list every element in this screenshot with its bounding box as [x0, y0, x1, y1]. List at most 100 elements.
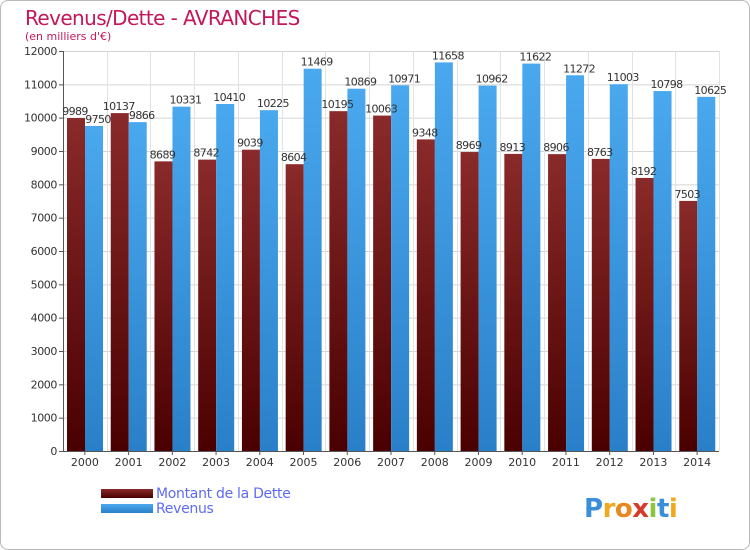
data-label-revenus: 11469 — [301, 56, 334, 69]
xtick-label: 2010 — [508, 456, 536, 469]
bar-dette — [110, 113, 129, 451]
bar-revenus — [216, 104, 235, 451]
bar-revenus — [172, 106, 191, 451]
ytick-label: 3000 — [31, 345, 58, 358]
data-label-revenus: 11622 — [519, 51, 551, 64]
bar-dette — [329, 111, 348, 452]
ytick-label: 9000 — [31, 145, 58, 158]
legend-swatch-revenus — [101, 504, 153, 513]
data-label-revenus: 10962 — [476, 73, 508, 86]
ytick-label: 4000 — [31, 312, 58, 325]
data-label-revenus: 10331 — [169, 94, 201, 107]
ytick-label: 6000 — [31, 245, 58, 258]
ytick-label: 11000 — [24, 78, 57, 91]
data-label-dette: 8969 — [456, 139, 482, 152]
bar-revenus — [653, 91, 672, 452]
legend-label-revenus: Revenus — [156, 501, 214, 517]
data-label-revenus: 11003 — [607, 71, 640, 84]
ytick-label: 12000 — [24, 45, 57, 58]
data-label-revenus: 10798 — [651, 78, 684, 91]
xtick-label: 2009 — [464, 456, 492, 469]
bar-dette — [373, 115, 392, 452]
bar-dette — [548, 154, 567, 451]
xtick-label: 2004 — [246, 456, 274, 469]
ytick-label: 5000 — [31, 278, 58, 291]
bar-dette — [460, 152, 479, 452]
bar-dette — [635, 177, 654, 451]
ytick-label: 1000 — [31, 412, 58, 425]
xtick-label: 2012 — [596, 456, 624, 469]
bar-revenus — [391, 85, 410, 452]
xtick-label: 2007 — [377, 456, 405, 469]
bar-revenus — [522, 63, 541, 451]
legend-label-dette: Montant de la Dette — [156, 486, 291, 502]
data-label-revenus: 9866 — [129, 109, 155, 122]
data-label-revenus: 9750 — [85, 113, 111, 126]
data-label-revenus: 10971 — [388, 72, 420, 85]
bar-revenus — [128, 122, 147, 451]
ytick-label: 0 — [50, 445, 57, 458]
data-label-dette: 10063 — [365, 103, 398, 116]
data-label-dette: 8913 — [500, 141, 526, 154]
bar-revenus — [434, 62, 453, 452]
axes — [59, 51, 719, 455]
bar-dette — [416, 139, 435, 451]
bar-dette — [67, 118, 85, 452]
xtick-label: 2013 — [639, 456, 667, 469]
data-label-dette: 8763 — [587, 146, 613, 159]
bar-dette — [591, 158, 610, 451]
data-label-revenus: 10410 — [213, 91, 246, 104]
data-label-dette: 8906 — [543, 141, 569, 154]
bars — [67, 62, 716, 452]
data-label-revenus: 10625 — [694, 84, 727, 97]
bar-revenus — [609, 84, 628, 451]
tick-labels: 0 1000 2000 3000 4000 5000 6000 7000 8000 9000 100… — [24, 45, 711, 469]
xtick-label: 2002 — [158, 456, 186, 469]
chart-subtitle: (en milliers d'€) — [25, 30, 112, 43]
bar-revenus — [259, 110, 278, 452]
data-label-dette: 10137 — [103, 100, 136, 113]
data-label-dette: 8742 — [193, 147, 219, 160]
xtick-label: 2014 — [683, 456, 711, 469]
data-label-dette: 9989 — [62, 105, 88, 118]
svg-text:Proxiti: Proxiti — [584, 494, 677, 524]
bar-revenus — [303, 68, 322, 451]
data-label-revenus: 10225 — [257, 97, 290, 110]
bar-dette — [241, 149, 260, 451]
bar-revenus — [697, 96, 716, 451]
xtick-label: 2001 — [115, 456, 143, 469]
data-label-revenus: 11272 — [563, 62, 595, 75]
bar-revenus — [85, 126, 103, 451]
ytick-label: 8000 — [31, 178, 58, 191]
data-label-dette: 8689 — [150, 148, 176, 161]
xtick-label: 2008 — [421, 456, 449, 469]
xtick-label: 2005 — [290, 456, 318, 469]
xtick-label: 2000 — [71, 456, 99, 469]
data-label-dette: 8192 — [631, 165, 657, 178]
bar-revenus — [347, 88, 366, 451]
bar-dette — [285, 164, 304, 451]
data-label-dette: 9039 — [237, 137, 263, 150]
data-label-dette: 7503 — [674, 188, 700, 201]
bar-revenus — [566, 75, 585, 452]
legend-swatch-dette — [101, 489, 153, 498]
bar-dette — [198, 159, 217, 451]
data-label-revenus: 11658 — [432, 49, 465, 62]
data-label-dette: 8604 — [281, 151, 307, 164]
bar-dette — [504, 153, 523, 451]
data-label-dette: 10195 — [321, 98, 354, 111]
ytick-label: 10000 — [24, 112, 57, 125]
xtick-label: 2011 — [552, 456, 580, 469]
data-label-dette: 9348 — [412, 126, 438, 139]
ytick-label: 7000 — [31, 212, 58, 225]
proxiti-logo: Proxiti — [584, 494, 678, 524]
data-label-revenus: 10869 — [344, 76, 377, 89]
xtick-label: 2006 — [333, 456, 361, 469]
bar-dette — [679, 200, 698, 451]
bar-revenus — [478, 85, 497, 451]
bar-dette — [154, 161, 173, 451]
xtick-label: 2003 — [202, 456, 230, 469]
